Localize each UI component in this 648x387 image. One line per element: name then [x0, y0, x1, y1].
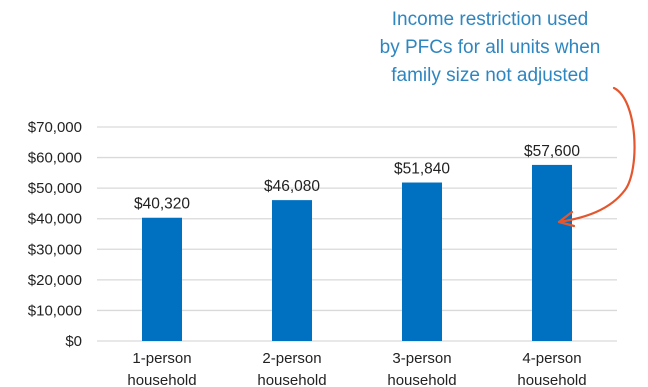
y-tick-label: $50,000: [28, 180, 82, 197]
annotation-text: Income restriction used by PFCs for all …: [340, 6, 640, 90]
y-tick-label: $30,000: [28, 241, 82, 258]
y-tick-label: $40,000: [28, 211, 82, 228]
bar: [142, 217, 182, 341]
data-label: $51,840: [394, 161, 450, 178]
annotation-line-3: family size not adjusted: [391, 65, 589, 86]
bar: [402, 182, 442, 341]
arrow-head: [557, 210, 576, 228]
data-label: $57,600: [524, 143, 580, 160]
y-tick-label: $10,000: [28, 302, 82, 319]
y-tick-label: $0: [65, 333, 82, 350]
arrow-line: [557, 86, 636, 224]
annotation-line-2: by PFCs for all units when: [379, 37, 601, 58]
x-axis: 1-person household 2-person household 3-pers…: [127, 350, 586, 387]
gridlines: [97, 126, 617, 342]
x-tick-label: 4-person household: [517, 350, 586, 387]
bars: [142, 164, 572, 341]
annotation-line-1: Income restriction used: [391, 9, 589, 30]
data-labels: $40,320 $46,080 $51,840 $57,600: [134, 143, 580, 213]
x-tick-label: 2-person household: [257, 350, 326, 387]
bar: [532, 164, 572, 341]
x-tick-label: 3-person household: [387, 350, 456, 387]
y-tick-label: $60,000: [28, 150, 82, 167]
data-label: $46,080: [264, 178, 320, 195]
annotation-arrow: [557, 86, 636, 228]
data-label: $40,320: [134, 196, 190, 213]
y-tick-label: $20,000: [28, 272, 82, 289]
y-tick-label: $70,000: [28, 119, 82, 136]
x-tick-label: 1-person household: [127, 350, 196, 387]
y-axis: $0 $10,000 $20,000 $30,000 $40,000 $50,000 $60…: [28, 119, 82, 350]
bar: [272, 200, 312, 341]
